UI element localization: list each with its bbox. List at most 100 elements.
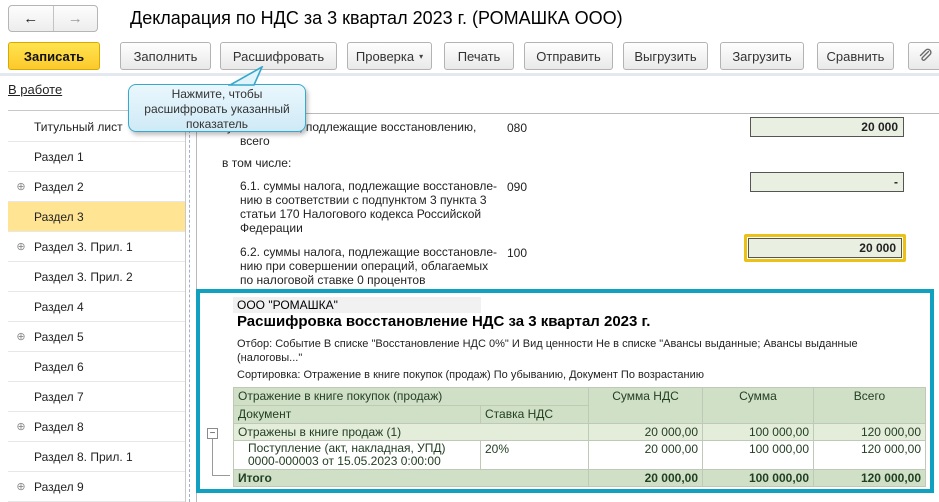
form-top-edge <box>196 113 939 114</box>
send-button[interactable]: Отправить <box>524 42 613 70</box>
sidebar-splitter[interactable] <box>189 110 190 502</box>
attachments-button[interactable] <box>908 42 939 70</box>
import-button[interactable]: Загрузить <box>720 42 804 70</box>
group-row-sum: 100 000,00 <box>702 423 814 441</box>
expand-plus-icon[interactable]: ⊕ <box>16 331 26 343</box>
detail-row-total: 120 000,00 <box>813 440 926 470</box>
sidebar-item-label: Раздел 3. Прил. 1 <box>34 239 133 254</box>
back-arrow-icon[interactable]: ← <box>9 6 54 31</box>
table-total-row: Итого 20 000,00 100 000,00 120 000,00 <box>233 469 926 487</box>
compare-button[interactable]: Сравнить <box>817 42 894 70</box>
tree-line-vertical <box>212 439 213 475</box>
sections-sidebar: Титульный лист Раздел 1 ⊕ Раздел 2 Раздел… <box>8 110 186 502</box>
sidebar-item-razdel-3-pril-2[interactable]: Раздел 3. Прил. 2 <box>8 262 185 292</box>
export-button[interactable]: Выгрузить <box>623 42 708 70</box>
sidebar-item-razdel-8-pril-1[interactable]: Раздел 8. Прил. 1 <box>8 442 185 472</box>
expand-plus-icon[interactable]: ⊕ <box>16 421 26 433</box>
total-row-vat: 20 000,00 <box>588 469 703 487</box>
forward-arrow-icon[interactable]: → <box>67 10 83 27</box>
report-title: Расшифровка восстановление НДС за 3 квар… <box>237 313 651 330</box>
field-080-value[interactable]: 20 000 <box>750 117 904 137</box>
table-header-row-1: Отражение в книге покупок (продаж) Сумма… <box>233 387 926 424</box>
sidebar-item-razdel-8[interactable]: ⊕ Раздел 8 <box>8 412 185 442</box>
sidebar-item-label: Раздел 1 <box>34 149 84 164</box>
group-row-total: 120 000,00 <box>813 423 926 441</box>
sidebar-item-label: Титульный лист <box>34 119 123 134</box>
form-line-080-code: 080 <box>507 121 528 135</box>
sidebar-item-label: Раздел 2 <box>34 179 84 194</box>
form-line-090-label: 6.1. суммы налога, подлежащие восстановл… <box>240 179 497 235</box>
sidebar-item-label: Раздел 3. Прил. 2 <box>34 269 133 284</box>
report-table: Отражение в книге покупок (продаж) Сумма… <box>233 387 926 487</box>
total-row-label: Итого <box>233 469 589 487</box>
sidebar-item-razdel-6[interactable]: Раздел 6 <box>8 352 185 382</box>
sidebar-item-razdel-3-pril-1[interactable]: ⊕ Раздел 3. Прил. 1 <box>8 232 185 262</box>
form-line-100-code: 100 <box>507 246 528 260</box>
tooltip-arrow <box>228 66 264 86</box>
table-header-row-2: Документ Ставка НДС <box>233 405 926 424</box>
form-line-100-label: 6.2. суммы налога, подлежащие восстановл… <box>240 245 497 287</box>
field-100-highlight: 20 000 <box>744 234 906 262</box>
sidebar-item-label: Раздел 3 <box>34 209 84 224</box>
table-group-row[interactable]: Отражены в книге продаж (1) 20 000,00 10… <box>233 423 926 441</box>
field-100-value[interactable]: 20 000 <box>748 238 902 258</box>
print-button[interactable]: Печать <box>444 42 514 70</box>
detail-row-vat: 20 000,00 <box>588 440 703 470</box>
check-label: Проверка <box>355 48 415 64</box>
report-sort-text: Сортировка: Отражение в книге покупок (п… <box>237 369 704 381</box>
report-filter-text: Отбор: Событие В списке "Восстановление … <box>237 338 858 364</box>
page-title: Декларация по НДС за 3 квартал 2023 г. (… <box>130 8 623 28</box>
sidebar-item-razdel-4[interactable]: Раздел 4 <box>8 292 185 322</box>
sidebar-item-label: Раздел 5 <box>34 329 84 344</box>
expand-plus-icon[interactable]: ⊕ <box>16 241 26 253</box>
sidebar-item-label: Раздел 8 <box>34 419 84 434</box>
sidebar-item-razdel-3[interactable]: Раздел 3 <box>8 202 185 232</box>
table-detail-row[interactable]: Поступление (акт, накладная, УПД) 0000-0… <box>233 440 926 470</box>
sidebar-item-razdel-5[interactable]: ⊕ Раздел 5 <box>8 322 185 352</box>
sidebar-item-label: Раздел 4 <box>34 299 84 314</box>
history-nav-group: ← → <box>8 5 98 32</box>
sidebar-item-label: Раздел 7 <box>34 389 84 404</box>
sidebar-item-razdel-2[interactable]: ⊕ Раздел 2 <box>8 172 185 202</box>
save-button[interactable]: Записать <box>8 42 100 70</box>
expand-plus-icon[interactable]: ⊕ <box>16 181 26 193</box>
col-header-total[interactable]: Всего <box>813 387 926 424</box>
decrypt-button[interactable]: Расшифровать <box>220 42 337 70</box>
chevron-down-icon: ▾ <box>419 51 424 61</box>
expand-plus-icon[interactable]: ⊕ <box>16 481 26 493</box>
fill-button[interactable]: Заполнить <box>120 42 211 70</box>
org-name-strip <box>233 297 481 313</box>
col-header-sum[interactable]: Сумма <box>702 387 814 424</box>
drilldown-report-panel: ООО "РОМАШКА" Расшифровка восстановление… <box>196 289 934 493</box>
tree-line-horizontal <box>212 475 230 476</box>
detail-row-rate: 20% <box>480 440 589 470</box>
col-header-vat[interactable]: Сумма НДС <box>588 387 703 424</box>
sidebar-item-titulny-list[interactable]: Титульный лист <box>8 112 185 142</box>
total-row-sum: 100 000,00 <box>702 469 814 487</box>
detail-row-document: Поступление (акт, накладная, УПД) 0000-0… <box>248 441 446 468</box>
field-090-value[interactable]: - <box>750 172 904 192</box>
group-row-label: Отражены в книге продаж (1) <box>233 423 589 441</box>
total-row-total: 120 000,00 <box>813 469 926 487</box>
col-header-rate[interactable]: Ставка НДС <box>480 405 589 424</box>
sidebar-item-razdel-1[interactable]: Раздел 1 <box>8 142 185 172</box>
sidebar-item-label: Раздел 9 <box>34 479 84 494</box>
form-including-label: в том числе: <box>222 156 292 170</box>
check-dropdown-button[interactable]: Проверка ▾ <box>347 42 432 70</box>
collapse-group-icon[interactable]: − <box>207 428 218 439</box>
sidebar-item-razdel-9[interactable]: ⊕ Раздел 9 <box>8 472 185 502</box>
sidebar-item-razdel-7[interactable]: Раздел 7 <box>8 382 185 412</box>
sidebar-item-label: Раздел 6 <box>34 359 84 374</box>
group-row-vat: 20 000,00 <box>588 423 703 441</box>
form-line-090-code: 090 <box>507 180 528 194</box>
sidebar-item-label: Раздел 8. Прил. 1 <box>34 449 133 464</box>
org-name: ООО "РОМАШКА" <box>237 298 338 312</box>
col-header-document[interactable]: Документ <box>233 405 481 424</box>
col-header-book[interactable]: Отражение в книге покупок (продаж) <box>233 387 589 406</box>
status-state-link[interactable]: В работе <box>8 82 63 97</box>
toolbar-separator <box>0 73 939 76</box>
paperclip-icon <box>919 48 932 61</box>
decrypt-tooltip: Нажмите, чтобы расшифровать указанный по… <box>128 84 306 132</box>
detail-row-sum: 100 000,00 <box>702 440 814 470</box>
